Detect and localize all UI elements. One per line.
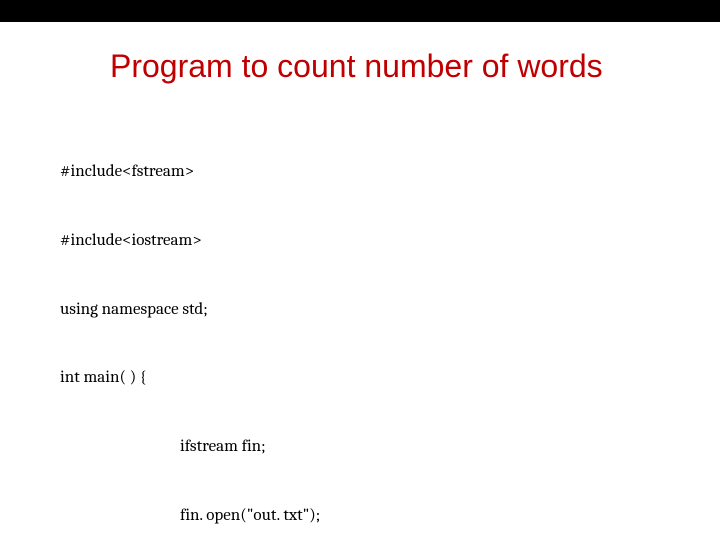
code-line: using namespace std; bbox=[60, 299, 720, 322]
code-line: #include<iostream> bbox=[60, 230, 720, 253]
code-line: #include<fstream> bbox=[60, 161, 720, 184]
code-block: #include<fstream> #include<iostream> usi… bbox=[0, 85, 720, 540]
code-line: ifstream fin; bbox=[60, 436, 720, 459]
slide-title: Program to count number of words bbox=[0, 22, 720, 85]
code-line: fin. open("out. txt"); bbox=[60, 505, 720, 528]
top-accent-bar bbox=[0, 0, 720, 22]
slide: Program to count number of words #includ… bbox=[0, 0, 720, 540]
code-line: int main( ) { bbox=[60, 367, 720, 390]
